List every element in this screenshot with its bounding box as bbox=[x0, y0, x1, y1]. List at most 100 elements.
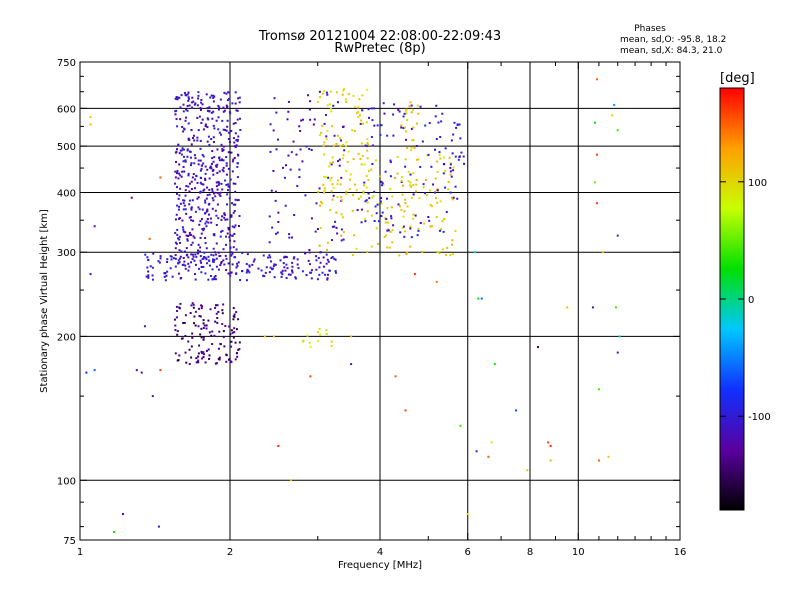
data-point bbox=[203, 324, 206, 327]
data-point bbox=[165, 274, 168, 277]
data-point bbox=[235, 266, 238, 269]
data-point bbox=[456, 197, 459, 200]
data-point bbox=[216, 304, 219, 307]
data-point bbox=[185, 361, 188, 364]
data-point bbox=[93, 369, 96, 372]
data-point bbox=[147, 274, 150, 277]
data-point bbox=[326, 278, 329, 281]
data-point bbox=[223, 109, 226, 112]
data-point bbox=[415, 179, 418, 182]
data-point bbox=[386, 221, 389, 224]
data-point bbox=[401, 184, 404, 187]
data-point bbox=[176, 330, 179, 333]
data-point bbox=[412, 217, 415, 220]
data-point bbox=[451, 198, 454, 201]
data-point bbox=[400, 179, 403, 182]
data-point bbox=[330, 190, 333, 193]
data-point bbox=[357, 115, 360, 118]
data-point bbox=[380, 180, 383, 183]
data-point bbox=[186, 155, 189, 158]
data-point bbox=[217, 217, 220, 220]
data-point bbox=[607, 455, 610, 458]
data-point bbox=[236, 165, 239, 168]
data-point bbox=[394, 176, 397, 179]
data-point bbox=[424, 192, 427, 195]
data-point bbox=[201, 153, 204, 156]
data-point bbox=[227, 138, 230, 141]
data-point bbox=[342, 238, 345, 241]
data-point bbox=[130, 196, 133, 199]
data-point bbox=[235, 109, 238, 112]
colorbar-label: [deg] bbox=[720, 71, 755, 86]
data-point bbox=[236, 138, 239, 141]
data-point bbox=[215, 265, 218, 268]
data-point bbox=[238, 348, 241, 351]
data-point bbox=[159, 257, 162, 260]
data-point bbox=[347, 150, 350, 153]
data-point bbox=[463, 162, 466, 165]
data-point bbox=[195, 357, 198, 360]
data-point bbox=[208, 193, 211, 196]
data-point bbox=[374, 159, 377, 162]
data-point bbox=[227, 358, 230, 361]
data-point bbox=[212, 124, 215, 127]
data-point bbox=[185, 212, 188, 215]
data-point bbox=[194, 178, 197, 181]
data-point bbox=[215, 119, 218, 122]
data-point bbox=[212, 136, 215, 139]
data-point bbox=[331, 239, 334, 242]
data-point bbox=[204, 201, 207, 204]
data-point bbox=[326, 273, 329, 276]
data-point bbox=[308, 108, 311, 111]
data-point bbox=[202, 336, 205, 339]
data-point bbox=[595, 78, 598, 81]
data-point bbox=[188, 104, 191, 107]
data-point bbox=[176, 186, 179, 189]
data-point bbox=[225, 104, 228, 107]
data-point bbox=[274, 199, 277, 202]
data-point bbox=[211, 330, 214, 333]
data-point bbox=[292, 140, 295, 143]
data-point bbox=[233, 226, 236, 229]
data-point bbox=[373, 124, 376, 127]
data-point bbox=[440, 228, 443, 231]
data-point bbox=[216, 148, 219, 151]
data-point bbox=[174, 97, 177, 100]
data-point bbox=[183, 321, 186, 324]
x-tick-label: 4 bbox=[377, 547, 383, 558]
data-point bbox=[197, 359, 200, 362]
data-point bbox=[436, 188, 439, 191]
data-point bbox=[415, 158, 418, 161]
data-point bbox=[396, 156, 399, 159]
data-point bbox=[230, 251, 233, 254]
data-point bbox=[188, 138, 191, 141]
data-point bbox=[345, 100, 348, 103]
data-point bbox=[232, 315, 235, 318]
data-point bbox=[182, 202, 185, 205]
data-point bbox=[415, 190, 418, 193]
data-point bbox=[193, 315, 196, 318]
data-point bbox=[200, 261, 203, 264]
data-point bbox=[364, 220, 367, 223]
data-point bbox=[212, 247, 215, 250]
data-point bbox=[229, 254, 232, 257]
data-point bbox=[202, 353, 205, 356]
data-point bbox=[186, 238, 189, 241]
data-point bbox=[451, 252, 454, 255]
data-point bbox=[183, 204, 186, 207]
data-point bbox=[180, 153, 183, 156]
data-point bbox=[391, 241, 394, 244]
data-point bbox=[221, 309, 224, 312]
data-point bbox=[206, 126, 209, 129]
data-point bbox=[157, 525, 160, 528]
data-point bbox=[179, 255, 182, 258]
data-point bbox=[282, 166, 285, 169]
data-point bbox=[236, 264, 239, 267]
data-point bbox=[184, 94, 187, 97]
data-point bbox=[226, 232, 229, 235]
data-point bbox=[230, 129, 233, 132]
data-point bbox=[333, 225, 336, 228]
data-point bbox=[412, 213, 415, 216]
data-point bbox=[180, 250, 183, 253]
data-point bbox=[226, 119, 229, 122]
